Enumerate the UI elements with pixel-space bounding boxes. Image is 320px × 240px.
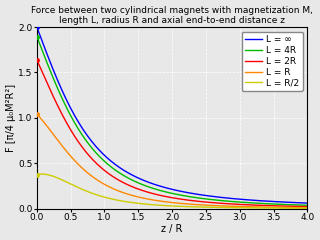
L = 2R — [142, 190, 146, 192]
L = 2R — [165, 195, 169, 198]
L = 4R — [305, 204, 309, 207]
L = ∞ — [199, 193, 203, 196]
L = 4R — [293, 204, 297, 206]
L = R/2 — [40, 173, 44, 175]
L = R/2 — [293, 207, 297, 210]
X-axis label: z / R: z / R — [161, 224, 183, 234]
L = 2R — [124, 183, 128, 186]
L = R/2 — [143, 203, 147, 205]
L = 4R — [124, 176, 128, 179]
Y-axis label: F [π/4 µ₀M²R²]: F [π/4 µ₀M²R²] — [5, 84, 16, 152]
L = ∞ — [293, 201, 297, 204]
L = 4R — [35, 35, 39, 38]
L = 4R — [142, 184, 146, 187]
L = R/2 — [35, 173, 39, 176]
Line: L = 2R: L = 2R — [37, 60, 307, 207]
L = R — [165, 200, 169, 203]
L = 2R — [199, 200, 203, 203]
L = R/2 — [305, 207, 309, 210]
Title: Force between two cylindrical magnets with magnetization M,
length L, radius R a: Force between two cylindrical magnets wi… — [31, 6, 313, 25]
L = R — [124, 192, 128, 195]
L = ∞ — [165, 186, 169, 189]
L = 4R — [165, 191, 169, 194]
L = ∞ — [124, 170, 128, 173]
L = ∞ — [35, 26, 39, 29]
L = R — [293, 206, 297, 209]
L = 2R — [89, 156, 92, 159]
L = ∞ — [89, 139, 92, 142]
L = R — [199, 204, 203, 206]
L = ∞ — [142, 179, 146, 182]
L = 2R — [35, 59, 39, 61]
L = R — [35, 113, 39, 116]
L = 2R — [293, 205, 297, 208]
L = R/2 — [165, 204, 169, 207]
L = R/2 — [199, 206, 203, 209]
Legend: L = ∞, L = 4R, L = 2R, L = R, L = R/2: L = ∞, L = 4R, L = 2R, L = R, L = R/2 — [242, 32, 303, 91]
Line: L = ∞: L = ∞ — [37, 27, 307, 203]
L = 4R — [89, 145, 92, 148]
L = ∞ — [305, 202, 309, 204]
Line: L = 4R: L = 4R — [37, 36, 307, 205]
L = R/2 — [89, 191, 93, 194]
L = R — [305, 206, 309, 209]
L = 2R — [305, 205, 309, 208]
L = R/2 — [125, 200, 129, 203]
L = R — [89, 174, 92, 177]
L = R — [142, 197, 146, 200]
Line: L = R: L = R — [37, 114, 307, 208]
L = 4R — [199, 197, 203, 200]
Line: L = R/2: L = R/2 — [37, 174, 307, 208]
